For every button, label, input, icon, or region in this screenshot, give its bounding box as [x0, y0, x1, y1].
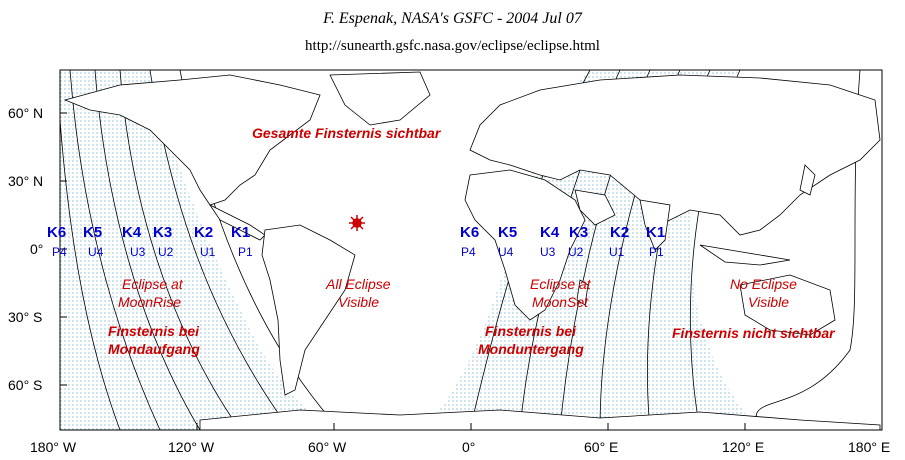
- contact-k6-west: K6: [47, 224, 66, 241]
- contact-u1-west: U1: [200, 245, 216, 259]
- latitude-axis: 60° N 30° N 0° 30° S 60° S: [8, 105, 67, 393]
- arabia: [574, 189, 616, 226]
- label-moonset-en-1: Eclipse at: [530, 276, 592, 292]
- africa: [464, 169, 586, 321]
- label-no-eclipse-1: No Eclipse: [730, 276, 797, 292]
- contact-k6-east: K6: [460, 224, 479, 241]
- australia: [739, 274, 836, 336]
- label-all-visible-2: Visible: [338, 294, 379, 310]
- label-total-visible: Gesamte Finsternis sichtbar: [252, 125, 442, 141]
- source-url: http://sunearth.gsfc.nasa.gov/eclipse/ec…: [305, 38, 600, 54]
- contact-p1-west: P1: [238, 245, 253, 259]
- continents: [63, 71, 881, 430]
- label-moonset-en-2: MoonSet: [532, 294, 589, 310]
- label-moonset-de-2: Monduntergang: [478, 341, 584, 357]
- contact-k5-east: K5: [498, 224, 517, 241]
- madagascar: [576, 279, 589, 306]
- lat-label-0: 0°: [30, 241, 43, 257]
- contact-u2-east: U2: [568, 245, 584, 259]
- contact-u2-west: U2: [158, 245, 174, 259]
- contact-p4-east: P4: [461, 245, 476, 259]
- greenland: [329, 71, 431, 126]
- north-america: [63, 74, 321, 206]
- lat-label-30n: 30° N: [8, 173, 43, 189]
- contact-k1-east: K1: [646, 224, 665, 241]
- label-moonrise-de-2: Mondaufgang: [108, 341, 200, 357]
- lon-label-180e: 180° E: [848, 439, 890, 455]
- contact-u3-east: U3: [540, 245, 556, 259]
- eurasia: [469, 74, 881, 236]
- contact-k4-west: K4: [122, 224, 142, 241]
- lat-label-60n: 60° N: [8, 105, 43, 121]
- contact-k2-west: K2: [194, 224, 213, 241]
- lon-label-0: 0°: [462, 439, 475, 455]
- south-america: [261, 224, 356, 396]
- label-moonset-de-1: Finsternis bei: [485, 323, 577, 339]
- japan: [799, 164, 816, 196]
- contact-k2-east: K2: [610, 224, 629, 241]
- contact-u1-east: U1: [609, 245, 625, 259]
- lat-label-60s: 60° S: [8, 377, 42, 393]
- lon-label-60w: 60° W: [308, 439, 347, 455]
- map-title: F. Espenak, NASA's GSFC - 2004 Jul 07: [323, 10, 582, 27]
- lon-label-120e: 120° E: [722, 439, 764, 455]
- contact-p1-east: P1: [649, 245, 664, 259]
- contact-u3-west: U3: [130, 245, 146, 259]
- contact-k3-west: K3: [153, 224, 172, 241]
- label-moonrise-en-1: Eclipse at: [122, 276, 184, 292]
- central-america: [208, 203, 266, 241]
- lon-label-120w: 120° W: [168, 439, 215, 455]
- label-all-visible-1: All Eclipse: [325, 276, 391, 292]
- lat-label-30s: 30° S: [8, 309, 42, 325]
- india: [639, 199, 671, 251]
- contact-k5-west: K5: [83, 224, 102, 241]
- lon-label-60e: 60° E: [584, 439, 618, 455]
- contact-labels-west: K6 K5 K4 K3 K2 K1 P4 U4 U3 U2 U1 P1: [47, 224, 253, 259]
- contact-p4-west: P4: [52, 245, 67, 259]
- contact-labels-east: K6 K5 K4 K3 K2 K1 P4 U4 U3 U2 U1 P1: [460, 224, 665, 259]
- label-moonrise-en-2: MoonRise: [118, 294, 181, 310]
- antarctica: [199, 409, 881, 430]
- sub-lunar-point-icon: [349, 215, 365, 231]
- contact-u4-west: U4: [88, 245, 104, 259]
- contact-u4-east: U4: [498, 245, 514, 259]
- label-no-eclipse-de: Finsternis nicht sichtbar: [672, 325, 836, 341]
- contact-k3-east: K3: [569, 224, 588, 241]
- contact-k1-west: K1: [231, 224, 250, 241]
- contact-k4-east: K4: [540, 224, 560, 241]
- longitude-axis: 180° W 120° W 60° W 0° 60° E 120° E 180°…: [30, 423, 890, 455]
- lon-label-180w: 180° W: [30, 439, 77, 455]
- label-no-eclipse-2: Visible: [748, 294, 789, 310]
- label-moonrise-de-1: Finsternis bei: [108, 323, 200, 339]
- indonesia: [699, 244, 791, 266]
